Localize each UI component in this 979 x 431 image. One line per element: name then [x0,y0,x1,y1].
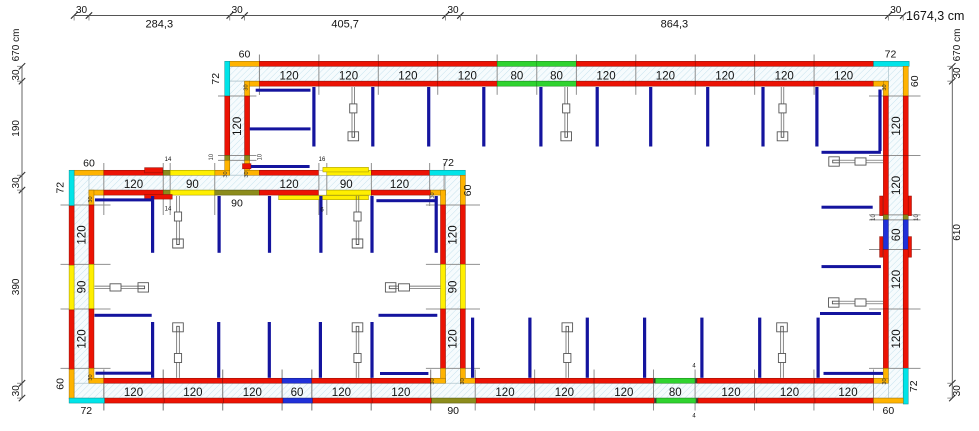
svg-text:610: 610 [952,224,963,241]
svg-text:60: 60 [54,378,66,390]
svg-text:120: 120 [891,176,903,195]
svg-text:864,3: 864,3 [661,19,689,31]
svg-text:670 cm: 670 cm [11,29,22,62]
svg-text:80: 80 [669,387,682,399]
svg-text:120: 120 [775,70,794,82]
svg-text:190: 190 [11,120,22,137]
svg-text:72: 72 [885,48,897,60]
svg-text:30: 30 [952,385,963,397]
svg-text:1674,3 cm: 1674,3 cm [906,9,964,23]
svg-text:390: 390 [11,278,22,295]
svg-text:72: 72 [908,380,920,392]
svg-text:30: 30 [11,69,22,81]
svg-text:72: 72 [210,73,222,85]
svg-text:60: 60 [239,48,251,60]
svg-text:14: 14 [165,207,172,213]
svg-text:30: 30 [244,171,250,177]
svg-text:60: 60 [291,387,304,399]
svg-text:120: 120 [243,387,262,399]
svg-text:60: 60 [891,229,903,242]
svg-text:10: 10 [914,214,920,221]
svg-text:120: 120 [834,70,853,82]
svg-text:120: 120 [656,70,675,82]
svg-text:670 cm: 670 cm [952,29,963,62]
svg-text:120: 120 [891,329,903,348]
svg-text:72: 72 [442,157,454,169]
svg-text:90: 90 [186,179,199,191]
svg-text:90: 90 [447,405,459,417]
svg-text:120: 120 [332,387,351,399]
svg-text:72: 72 [80,405,92,417]
svg-text:30: 30 [430,378,436,384]
svg-text:120: 120 [124,387,143,399]
svg-text:120: 120 [891,270,903,289]
svg-text:72: 72 [54,182,66,194]
svg-text:30: 30 [88,374,94,380]
svg-text:120: 120 [390,179,409,191]
svg-text:16: 16 [319,157,326,163]
svg-text:10: 10 [209,153,215,160]
svg-text:120: 120 [124,179,143,191]
svg-text:30: 30 [447,5,459,16]
svg-text:30: 30 [244,84,250,90]
svg-text:10: 10 [871,214,877,221]
svg-text:120: 120 [77,225,89,244]
svg-text:4: 4 [692,364,696,370]
svg-text:60: 60 [883,405,895,417]
svg-text:80: 80 [511,70,524,82]
svg-text:30: 30 [430,192,436,198]
svg-text:60: 60 [462,184,474,196]
svg-text:120: 120 [614,387,633,399]
svg-text:120: 120 [715,70,734,82]
svg-text:120: 120 [555,387,574,399]
svg-text:30: 30 [223,171,229,177]
svg-text:30: 30 [88,196,94,202]
svg-text:30: 30 [460,378,466,384]
svg-text:120: 120 [448,225,460,244]
svg-text:120: 120 [280,179,299,191]
svg-text:120: 120 [77,329,89,348]
svg-text:120: 120 [495,387,514,399]
svg-text:30: 30 [11,177,22,189]
svg-text:120: 120 [448,329,460,348]
svg-text:120: 120 [280,70,299,82]
svg-text:90: 90 [77,281,89,294]
svg-text:30: 30 [890,5,902,16]
svg-text:284,3: 284,3 [146,19,174,31]
svg-text:30: 30 [232,5,244,16]
svg-text:60: 60 [83,158,95,170]
svg-text:4: 4 [692,414,696,420]
svg-text:30: 30 [11,385,22,397]
svg-text:120: 120 [232,117,244,136]
svg-text:30: 30 [882,378,888,384]
svg-text:120: 120 [398,70,417,82]
svg-text:14: 14 [165,157,172,163]
svg-text:120: 120 [838,387,857,399]
svg-text:30: 30 [882,84,888,90]
svg-text:120: 120 [458,70,477,82]
svg-text:120: 120 [891,116,903,135]
svg-text:90: 90 [231,197,243,209]
svg-text:120: 120 [780,387,799,399]
svg-text:120: 120 [391,387,410,399]
svg-text:60: 60 [909,75,921,87]
svg-text:120: 120 [596,70,615,82]
svg-text:120: 120 [339,70,358,82]
svg-text:30: 30 [952,67,963,79]
svg-text:120: 120 [721,387,740,399]
svg-text:90: 90 [340,179,353,191]
svg-text:405,7: 405,7 [331,19,359,31]
svg-text:90: 90 [448,281,460,294]
svg-text:6: 6 [320,208,324,214]
svg-text:80: 80 [550,70,563,82]
svg-text:30: 30 [76,5,88,16]
svg-text:10: 10 [258,153,264,160]
svg-text:120: 120 [183,387,202,399]
